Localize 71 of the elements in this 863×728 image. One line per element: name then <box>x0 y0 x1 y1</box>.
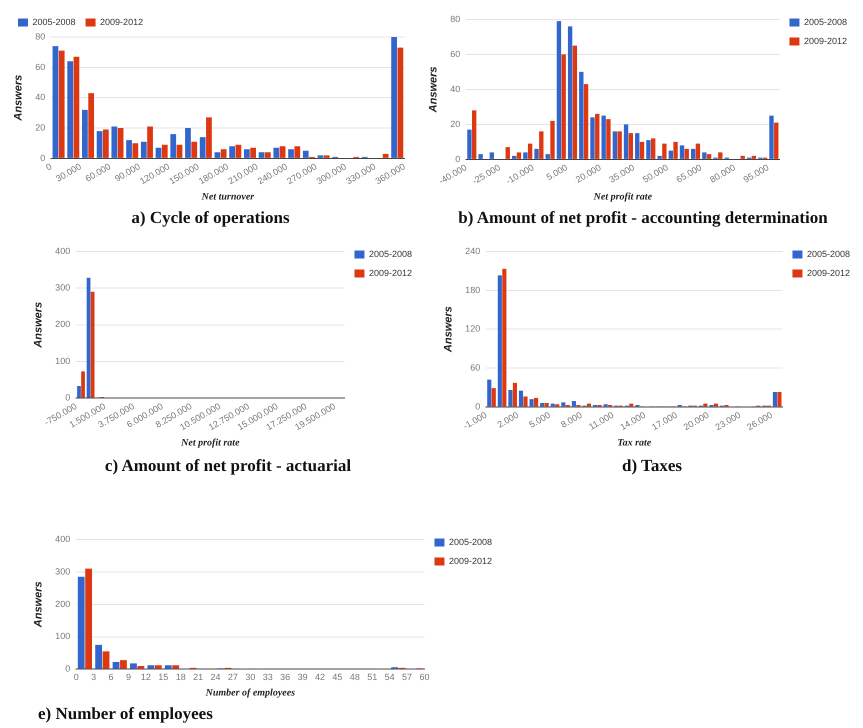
y-tick-label: 300 <box>55 566 70 576</box>
y-tick-label: 20 <box>450 118 460 129</box>
legend-label: 2005-2008 <box>806 248 850 259</box>
x-tick-label: 36 <box>280 672 290 682</box>
text: a) Cycle of operations <box>130 208 291 228</box>
x-axis-title: Net profit rate <box>180 438 240 449</box>
y-axis-title: Answers <box>442 306 455 354</box>
x-tick-label: 27 <box>228 672 238 682</box>
x-tick-label: 33 <box>262 672 273 682</box>
x-tick-label: 42 <box>314 672 325 682</box>
y-tick-label: 0 <box>65 664 70 674</box>
text: e) Number of employees <box>38 704 214 724</box>
x-tick-label: 39 <box>298 672 308 682</box>
y-tick-label: 40 <box>450 84 460 94</box>
y-axis-title: Answers <box>32 581 45 628</box>
y-tick-label: 240 <box>465 246 480 256</box>
y-tick-label: 120 <box>465 324 480 334</box>
x-tick-label: 6 <box>108 672 114 682</box>
y-tick-label: 100 <box>55 631 70 642</box>
text: d) Taxes <box>621 456 683 476</box>
y-axis-title: Answers <box>32 302 45 349</box>
legend-label: 2005-2008 <box>448 536 492 547</box>
y-tick-label: 0 <box>455 154 460 164</box>
y-tick-label: 400 <box>55 246 70 256</box>
legend-label: 2009-2012 <box>100 16 144 27</box>
y-tick-label: 200 <box>55 319 70 330</box>
y-tick-label: 60 <box>450 48 460 59</box>
x-axis-title: Net turnover <box>200 192 254 203</box>
y-tick-label: 60 <box>470 362 480 372</box>
x-axis-title: Number of employees <box>204 688 296 699</box>
x-tick-label: 54 <box>384 672 395 682</box>
x-tick-label: 12 <box>140 672 151 682</box>
x-tick-label: 15 <box>158 672 168 682</box>
x-tick-label: 24 <box>210 672 221 682</box>
y-tick-label: 0 <box>65 392 70 403</box>
x-tick-label: 9 <box>126 672 131 682</box>
legend-label: 2005-2008 <box>32 16 76 27</box>
x-tick-label: 57 <box>402 672 412 682</box>
x-tick-label: 51 <box>367 672 378 682</box>
y-tick-label: 400 <box>55 534 70 544</box>
x-tick-label: 3 <box>91 672 96 682</box>
x-tick-label: 45 <box>332 672 342 682</box>
y-tick-label: 200 <box>55 598 70 609</box>
y-tick-label: 80 <box>450 14 460 24</box>
x-tick-label: 18 <box>176 672 186 682</box>
legend-label: 2005-2008 <box>368 248 412 259</box>
y-tick-label: 100 <box>55 356 70 366</box>
y-tick-label: 300 <box>55 282 70 293</box>
x-tick-label: 30 <box>245 672 256 682</box>
y-tick-label: 40 <box>35 92 46 102</box>
y-tick-label: 60 <box>35 62 46 72</box>
y-tick-label: 180 <box>465 284 480 295</box>
x-tick-label: 0 <box>74 672 79 682</box>
y-tick-label: 80 <box>35 31 46 42</box>
x-tick-label: 0 <box>44 161 54 172</box>
y-tick-label: 20 <box>35 122 46 133</box>
legend-label: 2009-2012 <box>804 36 848 46</box>
x-axis-title: Tax rate <box>617 438 652 449</box>
legend-label: 2009-2012 <box>368 268 412 278</box>
x-tick-label: 48 <box>350 672 360 682</box>
x-tick-label: 21 <box>193 672 204 682</box>
y-axis-title: Answers <box>428 66 440 114</box>
text: b) Amount of net profit - accounting determination <box>457 208 829 228</box>
legend-label: 2009-2012 <box>806 268 850 278</box>
x-tick-label: 60 <box>419 672 430 682</box>
y-axis-title: Answers <box>12 74 25 122</box>
text: c) Amount of net profit - actuarial <box>104 456 352 476</box>
y-tick-label: 0 <box>40 152 46 163</box>
legend-label: 2009-2012 <box>448 556 492 566</box>
legend-label: 2005-2008 <box>804 16 848 27</box>
x-axis-title: Net profit rate <box>592 192 653 203</box>
